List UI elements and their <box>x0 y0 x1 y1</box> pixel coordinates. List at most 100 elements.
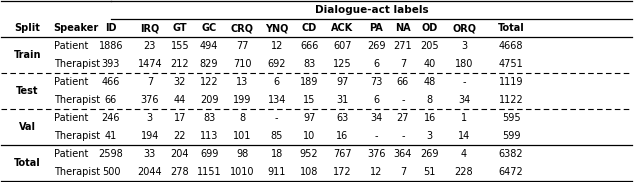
Text: Split: Split <box>15 23 40 33</box>
Text: 4: 4 <box>461 149 467 159</box>
Text: 7: 7 <box>147 77 153 87</box>
Text: 16: 16 <box>424 113 436 123</box>
Text: Total: Total <box>498 23 525 33</box>
Text: 767: 767 <box>333 149 351 159</box>
Text: 1886: 1886 <box>99 41 124 51</box>
Text: 18: 18 <box>271 149 283 159</box>
Text: CD: CD <box>301 23 317 33</box>
Text: GC: GC <box>202 23 217 33</box>
Text: ORQ: ORQ <box>452 23 476 33</box>
Text: 63: 63 <box>336 113 348 123</box>
Text: Speaker: Speaker <box>54 23 99 33</box>
Text: Therapist: Therapist <box>54 59 100 69</box>
Text: 155: 155 <box>170 41 189 51</box>
Text: ID: ID <box>105 23 116 33</box>
Text: 17: 17 <box>173 113 186 123</box>
Text: 8: 8 <box>426 95 433 105</box>
Text: 14: 14 <box>458 131 470 141</box>
Text: 12: 12 <box>271 41 283 51</box>
Text: 699: 699 <box>200 149 218 159</box>
Text: 33: 33 <box>144 149 156 159</box>
Text: 22: 22 <box>173 131 186 141</box>
Text: 34: 34 <box>370 113 382 123</box>
Text: 34: 34 <box>458 95 470 105</box>
Text: ACK: ACK <box>331 23 353 33</box>
Text: IRQ: IRQ <box>140 23 159 33</box>
Text: 12: 12 <box>370 167 382 177</box>
Text: PA: PA <box>369 23 383 33</box>
Text: 692: 692 <box>268 59 286 69</box>
Text: 829: 829 <box>200 59 218 69</box>
Text: 607: 607 <box>333 41 351 51</box>
Text: 246: 246 <box>102 113 120 123</box>
Text: 1151: 1151 <box>197 167 221 177</box>
Text: 7: 7 <box>400 59 406 69</box>
Text: 278: 278 <box>170 167 189 177</box>
Text: 189: 189 <box>300 77 318 87</box>
Text: Patient: Patient <box>54 149 88 159</box>
Text: Patient: Patient <box>54 113 88 123</box>
Text: 66: 66 <box>397 77 409 87</box>
Text: 205: 205 <box>420 41 439 51</box>
Text: 77: 77 <box>236 41 248 51</box>
Text: 98: 98 <box>236 149 248 159</box>
Text: 466: 466 <box>102 77 120 87</box>
Text: 15: 15 <box>303 95 316 105</box>
Text: 666: 666 <box>300 41 318 51</box>
Text: 101: 101 <box>233 131 252 141</box>
Text: 1010: 1010 <box>230 167 255 177</box>
Text: 134: 134 <box>268 95 286 105</box>
Text: 172: 172 <box>333 167 351 177</box>
Text: 710: 710 <box>233 59 252 69</box>
Text: 364: 364 <box>394 149 412 159</box>
Text: -: - <box>275 113 278 123</box>
Text: 32: 32 <box>173 77 186 87</box>
Text: Patient: Patient <box>54 41 88 51</box>
Text: Patient: Patient <box>54 77 88 87</box>
Text: 40: 40 <box>424 59 436 69</box>
Text: 125: 125 <box>333 59 351 69</box>
Text: 97: 97 <box>336 77 349 87</box>
Text: 1474: 1474 <box>138 59 162 69</box>
Text: 6: 6 <box>274 77 280 87</box>
Text: 66: 66 <box>105 95 117 105</box>
Text: 13: 13 <box>236 77 248 87</box>
Text: 1: 1 <box>461 113 467 123</box>
Text: 10: 10 <box>303 131 316 141</box>
Text: 1119: 1119 <box>499 77 524 87</box>
Text: 494: 494 <box>200 41 218 51</box>
Text: 269: 269 <box>367 41 385 51</box>
Text: 6382: 6382 <box>499 149 524 159</box>
Text: Therapist: Therapist <box>54 95 100 105</box>
Text: 393: 393 <box>102 59 120 69</box>
Text: Train: Train <box>14 50 41 60</box>
Text: 194: 194 <box>141 131 159 141</box>
Text: 595: 595 <box>502 113 520 123</box>
Text: 500: 500 <box>102 167 120 177</box>
Text: 3: 3 <box>147 113 153 123</box>
Text: 83: 83 <box>203 113 215 123</box>
Text: 31: 31 <box>336 95 348 105</box>
Text: CRQ: CRQ <box>231 23 253 33</box>
Text: 73: 73 <box>370 77 382 87</box>
Text: 6: 6 <box>373 95 379 105</box>
Text: 48: 48 <box>424 77 436 87</box>
Text: 271: 271 <box>394 41 412 51</box>
Text: 6472: 6472 <box>499 167 524 177</box>
Text: 376: 376 <box>141 95 159 105</box>
Text: Therapist: Therapist <box>54 167 100 177</box>
Text: -: - <box>462 77 466 87</box>
Text: 228: 228 <box>454 167 474 177</box>
Text: 113: 113 <box>200 131 218 141</box>
Text: 269: 269 <box>420 149 439 159</box>
Text: 2598: 2598 <box>99 149 124 159</box>
Text: 122: 122 <box>200 77 218 87</box>
Text: Val: Val <box>19 122 36 132</box>
Text: 1122: 1122 <box>499 95 524 105</box>
Text: 51: 51 <box>424 167 436 177</box>
Text: 599: 599 <box>502 131 520 141</box>
Text: 41: 41 <box>105 131 117 141</box>
Text: NA: NA <box>395 23 411 33</box>
Text: 952: 952 <box>300 149 319 159</box>
Text: GT: GT <box>173 23 187 33</box>
